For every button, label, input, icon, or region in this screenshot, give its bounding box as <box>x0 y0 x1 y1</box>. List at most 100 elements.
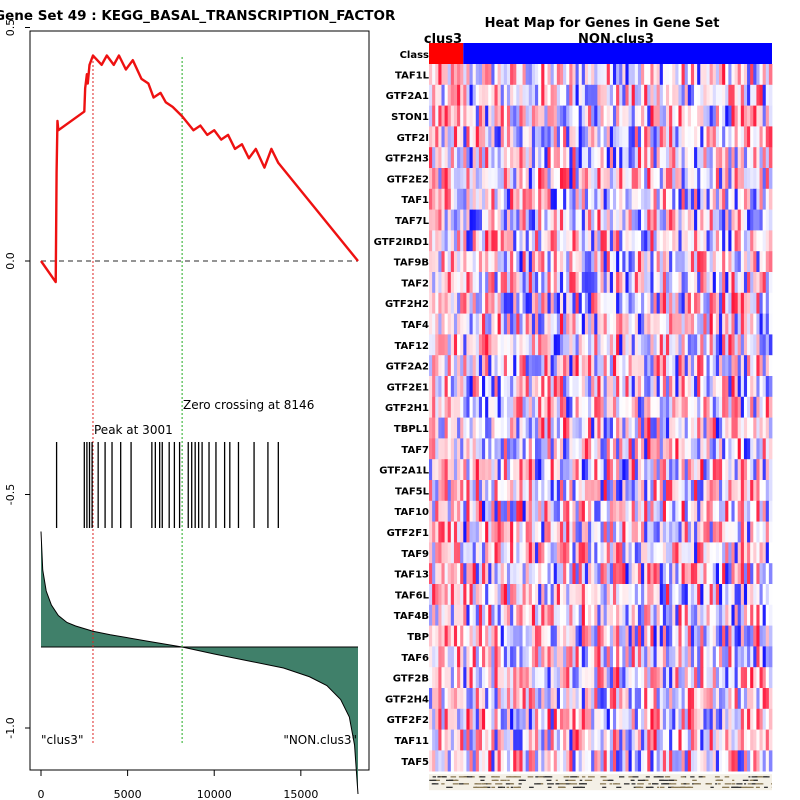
heatmap-cell <box>681 688 686 710</box>
heatmap-cell <box>612 438 617 460</box>
heatmap-cell <box>647 251 651 273</box>
heatmap-cell <box>687 459 692 481</box>
heatmap-cell <box>584 292 589 314</box>
heatmap-cell <box>644 376 648 398</box>
heatmap-cell <box>438 438 442 460</box>
heatmap-cell <box>469 188 474 210</box>
heatmap-cell <box>513 230 517 252</box>
heatmap-cell <box>572 313 576 335</box>
heatmap-cell <box>584 126 589 148</box>
heatmap-cell <box>706 646 711 668</box>
heatmap-cell <box>588 334 592 356</box>
heatmap-cell <box>544 646 548 668</box>
heatmap-cell <box>647 230 651 252</box>
heatmap-cell <box>559 542 564 564</box>
heatmap-cell <box>457 292 461 314</box>
heatmap-cell <box>690 729 695 751</box>
heatmap-cell <box>535 521 539 543</box>
heatmap-cell <box>768 625 773 647</box>
heatmap-cell <box>616 667 620 689</box>
heatmap-cell <box>450 729 455 751</box>
heatmap-cell <box>513 646 517 668</box>
heatmap-cell <box>737 126 742 148</box>
heatmap-cell <box>447 188 452 210</box>
heatmap-cell <box>687 584 692 606</box>
heatmap-cell <box>584 563 589 585</box>
heatmap-cell <box>503 105 508 127</box>
heatmap-cell <box>457 417 461 439</box>
heatmap-cell <box>594 688 598 710</box>
heatmap-cell <box>740 251 745 273</box>
heatmap-cell <box>444 168 449 190</box>
heatmap-cell <box>478 209 483 231</box>
heatmap-cell <box>569 376 573 398</box>
heatmap-cell <box>743 688 748 710</box>
heatmap-cell <box>485 64 489 86</box>
heatmap-cell <box>734 84 739 106</box>
heatmap-cell <box>706 376 711 398</box>
heatmap-cell <box>672 521 676 543</box>
heatmap-cell <box>662 438 667 460</box>
sample-mark <box>747 783 752 785</box>
heatmap-cell <box>531 376 536 398</box>
heatmap-cell <box>591 209 595 231</box>
heatmap-cell <box>694 459 698 481</box>
heatmap-cell <box>747 667 751 689</box>
heatmap-cell <box>715 708 720 730</box>
heatmap-cell <box>728 625 732 647</box>
heatmap-cell <box>722 84 726 106</box>
heatmap-cell <box>650 604 654 626</box>
heatmap-cell <box>553 64 558 86</box>
heatmap-cell <box>516 355 520 377</box>
heatmap-cell <box>718 272 723 294</box>
heatmap-cell <box>547 542 552 564</box>
heatmap-cell <box>506 625 511 647</box>
heatmap-cell <box>578 105 583 127</box>
heatmap-cell <box>541 188 545 210</box>
sample-mark <box>745 786 754 788</box>
heatmap-cell <box>734 750 739 772</box>
heatmap-cell <box>531 729 536 751</box>
heatmap-cell <box>450 84 455 106</box>
heatmap-cell <box>559 292 564 314</box>
heatmap-cell <box>500 459 505 481</box>
heatmap-cell <box>566 64 570 86</box>
heatmap-cell <box>522 521 527 543</box>
heatmap-cell <box>575 251 580 273</box>
heatmap-cell <box>743 729 748 751</box>
heatmap-cell <box>697 355 701 377</box>
heatmap-cell <box>544 147 548 169</box>
heatmap-cell <box>591 667 595 689</box>
heatmap-cell <box>631 272 636 294</box>
heatmap-cell <box>488 729 492 751</box>
heatmap-cell <box>541 313 545 335</box>
heatmap-panel: Heat Map for Genes in Gene Set clus3 NON… <box>374 16 773 791</box>
heatmap-cell <box>672 168 676 190</box>
heatmap-cell <box>706 459 711 481</box>
heatmap-cell <box>606 438 611 460</box>
sample-mark <box>563 776 570 778</box>
sample-mark <box>546 779 552 781</box>
heatmap-cell <box>634 355 639 377</box>
heatmap-cell <box>672 667 676 689</box>
heatmap-cell <box>672 625 676 647</box>
heatmap-cell <box>747 708 751 730</box>
heatmap-cell <box>747 750 751 772</box>
heatmap-cell <box>628 521 633 543</box>
heatmap-cell <box>628 625 633 647</box>
heatmap-cell <box>616 459 620 481</box>
heatmap-cell <box>756 500 760 522</box>
heatmap-cell <box>491 396 495 418</box>
heatmap-cell <box>581 521 586 543</box>
heatmap-cell <box>731 563 735 585</box>
heatmap-cell <box>491 688 495 710</box>
heatmap-cell <box>662 376 667 398</box>
heatmap-cell <box>622 272 626 294</box>
heatmap-cell <box>675 625 679 647</box>
heatmap-cell <box>619 542 623 564</box>
heatmap-cell <box>516 688 520 710</box>
heatmap-cell <box>541 646 545 668</box>
heatmap-cell <box>547 750 552 772</box>
heatmap-cell <box>612 542 617 564</box>
sample-mark <box>545 776 553 778</box>
